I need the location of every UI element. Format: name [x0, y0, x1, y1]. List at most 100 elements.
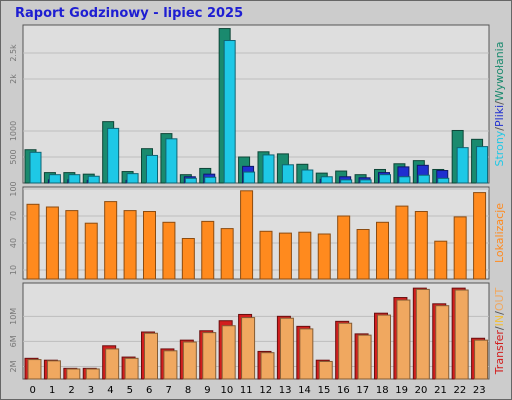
bar-locations [356, 229, 370, 280]
x-tick-label: 7 [165, 385, 171, 396]
bar-pages [359, 179, 372, 184]
side-label: Lokalizacje [493, 203, 506, 263]
x-tick-label: 5 [127, 385, 133, 396]
bar-out [435, 305, 450, 380]
y-tick-label: 500 [9, 149, 18, 164]
plot-area [22, 282, 490, 380]
bar-out [279, 317, 294, 380]
y-tick-label: 1000 [9, 121, 18, 141]
plot-area [22, 24, 490, 184]
bar-pages [184, 177, 197, 184]
bar-pages [48, 174, 61, 184]
bar-out [454, 289, 469, 380]
side-label-part: Wywołania [493, 42, 506, 102]
bar-out [144, 332, 158, 380]
y-tick-label: 40 [9, 238, 18, 248]
y-tick-label: 2M [9, 360, 18, 372]
bar-out [66, 368, 81, 380]
x-tick-label: 19 [395, 385, 408, 396]
bar-locations [143, 211, 156, 280]
side-label-part: Strony [493, 130, 506, 166]
x-tick-label: 23 [473, 385, 486, 396]
side-label-part: / [493, 311, 506, 315]
x-tick-label: 14 [298, 385, 311, 396]
y-tick-label: 70 [9, 211, 18, 221]
bar-pages [340, 179, 353, 184]
bar-out [46, 360, 61, 380]
bar-locations [298, 231, 312, 280]
bar-locations [201, 220, 215, 280]
bar-out [474, 339, 489, 380]
x-tick-label: 17 [356, 385, 369, 396]
x-tick-label: 8 [185, 385, 191, 396]
x-tick-label: 12 [259, 385, 272, 396]
x-tick-label: 0 [30, 385, 36, 396]
plot-area [22, 186, 490, 280]
side-label: Strony/Pliki/Wywołania [493, 42, 506, 167]
y-tick-label: 100 [9, 181, 18, 196]
bar-out [357, 334, 372, 380]
bar-locations [84, 222, 98, 280]
y-tick-label: 2.5k [9, 44, 18, 62]
bar-pages [165, 138, 178, 184]
bar-locations [453, 216, 467, 280]
x-tick-label: 16 [337, 385, 350, 396]
bar-out [163, 350, 178, 380]
bar-pages [223, 40, 236, 184]
bar-locations [395, 205, 409, 280]
bar-pages [456, 147, 469, 184]
y-tick-label: 6M [9, 335, 18, 347]
panel-locations: 10 40 70 100 Lokalizacje [9, 181, 506, 280]
x-tick-label: 10 [221, 385, 234, 396]
panel-transfer: 2M 6M 10M Transfer/IN/OUT [9, 282, 506, 380]
report-title: Raport Godzinowy - lipiec 2025 [15, 6, 244, 21]
x-tick-label: 13 [279, 385, 292, 396]
bar-locations [240, 190, 254, 280]
bar-locations [65, 210, 79, 280]
bar-locations [278, 232, 292, 280]
x-tick-label: 11 [240, 385, 253, 396]
bar-locations [26, 203, 40, 280]
bar-locations [337, 215, 351, 280]
bar-out [396, 299, 411, 380]
bar-pages [243, 171, 256, 184]
bar-pages [29, 151, 42, 184]
bar-locations [414, 211, 428, 280]
bar-pages [107, 127, 120, 184]
bar-out [415, 288, 430, 380]
x-tick-label: 4 [107, 385, 113, 396]
bar-pages [126, 173, 139, 184]
bar-locations [104, 201, 118, 280]
y-tick-label: 10M [9, 308, 18, 325]
bar-pages [146, 154, 158, 184]
bar-locations [473, 192, 487, 280]
x-tick-label: 6 [146, 385, 152, 396]
bar-pages [320, 176, 333, 184]
bar-pages [437, 177, 450, 184]
side-label-part: IN [493, 315, 506, 326]
side-label: Transfer/IN/OUT [493, 287, 506, 375]
bar-locations [434, 240, 448, 280]
side-label-part: / [493, 127, 506, 131]
bar-out [124, 357, 139, 380]
y-tick-label: 2k [9, 74, 18, 84]
bar-pages [417, 174, 430, 184]
bar-out [182, 341, 197, 380]
bar-pages [262, 154, 275, 184]
x-tick-label: 18 [376, 385, 389, 396]
y-tick-label: 10 [9, 265, 18, 275]
side-label-part: Lokalizacje [493, 203, 506, 263]
bar-locations [162, 221, 176, 280]
side-label-part: / [493, 326, 506, 330]
x-tick-label: 22 [454, 385, 467, 396]
bar-locations [259, 230, 273, 280]
bar-out [241, 317, 256, 380]
bar-locations [181, 238, 195, 280]
bar-out [27, 359, 42, 380]
bar-out [377, 314, 391, 380]
bar-pages [301, 169, 314, 184]
x-tick-label: 15 [318, 385, 331, 396]
bar-pages [476, 146, 489, 184]
